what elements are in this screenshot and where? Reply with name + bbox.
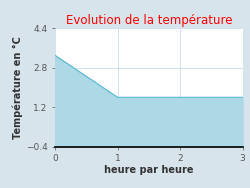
Y-axis label: Température en °C: Température en °C bbox=[12, 36, 23, 139]
X-axis label: heure par heure: heure par heure bbox=[104, 165, 194, 175]
Title: Evolution de la température: Evolution de la température bbox=[66, 14, 232, 27]
